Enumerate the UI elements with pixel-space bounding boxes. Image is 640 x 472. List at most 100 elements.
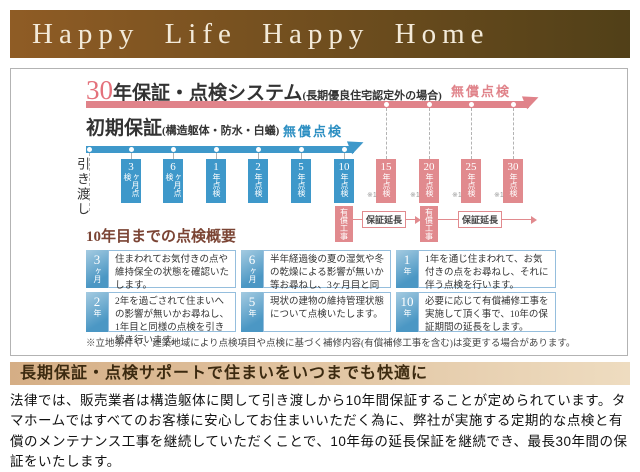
summary-cell-unit: 年 — [403, 309, 412, 317]
timeline-bar-30year — [86, 101, 529, 108]
dashed-connector — [89, 153, 90, 211]
footnote-ref: ※1 — [367, 192, 377, 199]
milestone-number: 2 — [255, 161, 261, 173]
initial-warranty-note: (構造躯体・防水・白蟻) — [162, 125, 280, 137]
summary-cell-label: 3 ヶ月 — [86, 250, 108, 288]
dashed-connector — [344, 153, 345, 159]
summary-cell-label: 5 年 — [241, 292, 263, 332]
warranty-extension-box: 保証延長 — [362, 211, 406, 228]
system-title-number: 30 — [86, 75, 113, 105]
flow-line — [406, 219, 415, 220]
brand-title: Happy Life Happy Home — [32, 18, 490, 50]
summary-cell-unit: 年 — [248, 309, 257, 317]
timeline-bar-initial — [86, 146, 354, 153]
flow-line — [438, 219, 458, 220]
paid-work-box: 有償工事 — [420, 206, 438, 242]
dashed-connector — [471, 108, 472, 159]
dashed-connector — [258, 153, 259, 159]
summary-footnote: ※立地条件や、建築地域により点検項目や点検に基づく補修内容(有償補修工事を含む)… — [86, 339, 576, 349]
milestone-number: 3 — [128, 161, 134, 173]
dashed-connector — [386, 108, 387, 159]
brand-header-bar: Happy Life Happy Home — [10, 10, 630, 58]
timeline-dot — [299, 147, 304, 152]
milestone-6month: 6 ヶ月点検 — [163, 159, 183, 203]
timeline-dot — [427, 102, 432, 107]
timeline-dot — [384, 102, 389, 107]
milestone-15year: 15 年点検 — [376, 159, 396, 203]
timeline-dot — [171, 147, 176, 152]
milestone-suffix: 年点検 — [382, 173, 391, 197]
milestone-2year: 2 年点検 — [248, 159, 268, 203]
milestone-1year: 1 年点検 — [206, 159, 226, 203]
summary-cell-5year: 5 年 現状の建物の維持管理状態について点検いたします。 — [241, 292, 391, 332]
milestone-suffix: ヶ月点検 — [123, 173, 140, 197]
dashed-connector — [216, 153, 217, 159]
milestone-number: 25 — [465, 161, 477, 173]
summary-cell-1year: 1 年 1年を通じ住まわれて、お気付きの点をお尋ねし、それに伴う点検を行います。 — [396, 250, 556, 291]
summary-cell-number: 2 — [93, 294, 101, 309]
milestone-number: 10 — [338, 161, 350, 173]
summary-cell-text: 半年経過後の夏の湿気や冬の乾燥による影響が無いか等お尋ねし、3ヶ月目と同様の点検… — [263, 250, 391, 317]
dashed-connector — [131, 153, 132, 159]
summary-title: 10年目までの点検概要 — [86, 229, 237, 245]
footnote-ref: ※1 — [494, 192, 504, 199]
milestone-number: 1 — [213, 161, 219, 173]
milestone-suffix: ヶ月点検 — [165, 173, 182, 197]
timeline-dot — [256, 147, 261, 152]
milestone-suffix: 年点検 — [509, 173, 518, 197]
timeline-dot — [511, 102, 516, 107]
flow-arrow-icon — [415, 216, 421, 224]
dashed-connector — [429, 108, 430, 159]
dashed-connector — [513, 108, 514, 159]
summary-cell-text: 住まわれてお気付きの点や維持保全の状態を確認いたします。 — [108, 250, 236, 291]
handover-label: 引き渡し — [75, 157, 90, 217]
free-inspection-label-pink: 無償点検 — [451, 84, 512, 99]
flow-line — [502, 219, 531, 220]
summary-cell-text: 必要に応じて有償補修工事を実施して頂く事で、10年の保証期間の延長をします。 — [418, 292, 556, 333]
milestone-number: 20 — [423, 161, 435, 173]
milestone-20year: 20 年点検 — [419, 159, 439, 203]
dashed-connector — [301, 153, 302, 159]
milestone-3month: 3 ヶ月点検 — [121, 159, 141, 203]
initial-warranty-text: 初期保証 — [86, 118, 163, 139]
system-title-note: (長期優良住宅認定外の場合) — [302, 90, 442, 102]
summary-cell-10year: 10 年 必要に応じて有償補修工事を実施して頂く事で、10年の保証期間の延長をし… — [396, 292, 556, 333]
paid-work-box: 有償工事 — [335, 206, 353, 242]
milestone-10year: 10 年点検 — [334, 159, 354, 203]
system-title: 30年保証・点検システム(長期優良住宅認定外の場合) — [86, 75, 442, 106]
summary-cell-label: 1 年 — [396, 250, 418, 288]
support-body-text: 法律では、販売業者は構造躯体に関して引き渡しから10年間保証することが定められて… — [10, 393, 628, 469]
summary-cell-label: 2 年 — [86, 292, 108, 332]
timeline-dot — [342, 147, 347, 152]
milestone-5year: 5 年点検 — [291, 159, 311, 203]
summary-cell-text: 2年を過ごされて住まいへの影響が無いかお尋ねし、1年目と同様の点検を引き続き行い… — [108, 292, 236, 346]
flow-arrow-icon — [531, 216, 537, 224]
milestone-number: 6 — [170, 161, 176, 173]
initial-warranty-title: 初期保証(構造躯体・防水・白蟻) — [86, 113, 279, 140]
system-title-text: 年保証・点検システム — [113, 83, 303, 104]
timeline-dot — [214, 147, 219, 152]
footnote-ref: ※1 — [410, 192, 420, 199]
summary-cell-text: 1年を通じ住まわれて、お気付きの点をお尋ねし、それに伴う点検を行います。 — [418, 250, 556, 291]
warranty-extension-box: 保証延長 — [458, 211, 502, 228]
timeline-dot — [129, 147, 134, 152]
milestone-number: 30 — [507, 161, 519, 173]
free-inspection-label-blue: 無償点検 — [283, 124, 344, 139]
milestone-number: 15 — [380, 161, 392, 173]
dashed-connector — [173, 153, 174, 159]
summary-cell-3month: 3 ヶ月 住まわれてお気付きの点や維持保全の状態を確認いたします。 — [86, 250, 236, 291]
milestone-suffix: 年点検 — [467, 173, 476, 197]
summary-cell-number: 5 — [248, 294, 256, 309]
milestone-suffix: 年点検 — [425, 173, 434, 197]
milestone-number: 5 — [298, 161, 304, 173]
summary-cell-text: 現状の建物の維持管理状態について点検いたします。 — [263, 292, 391, 332]
summary-cell-label: 10 年 — [396, 292, 418, 332]
summary-cell-6month: 6 ヶ月 半年経過後の夏の湿気や冬の乾燥による影響が無いか等お尋ねし、3ヶ月目と… — [241, 250, 391, 317]
flow-line — [353, 219, 362, 220]
warranty-diagram-panel: 30年保証・点検システム(長期優良住宅認定外の場合) 無償点検 初期保証(構造躯… — [10, 68, 628, 356]
summary-cell-number: 6 — [248, 252, 256, 267]
summary-cell-unit: ヶ月 — [93, 267, 102, 283]
timeline-dot — [469, 102, 474, 107]
support-heading: 長期保証・点検サポートで住まいをいつまでも快適に — [20, 365, 429, 382]
summary-cell-unit: 年 — [93, 309, 102, 317]
